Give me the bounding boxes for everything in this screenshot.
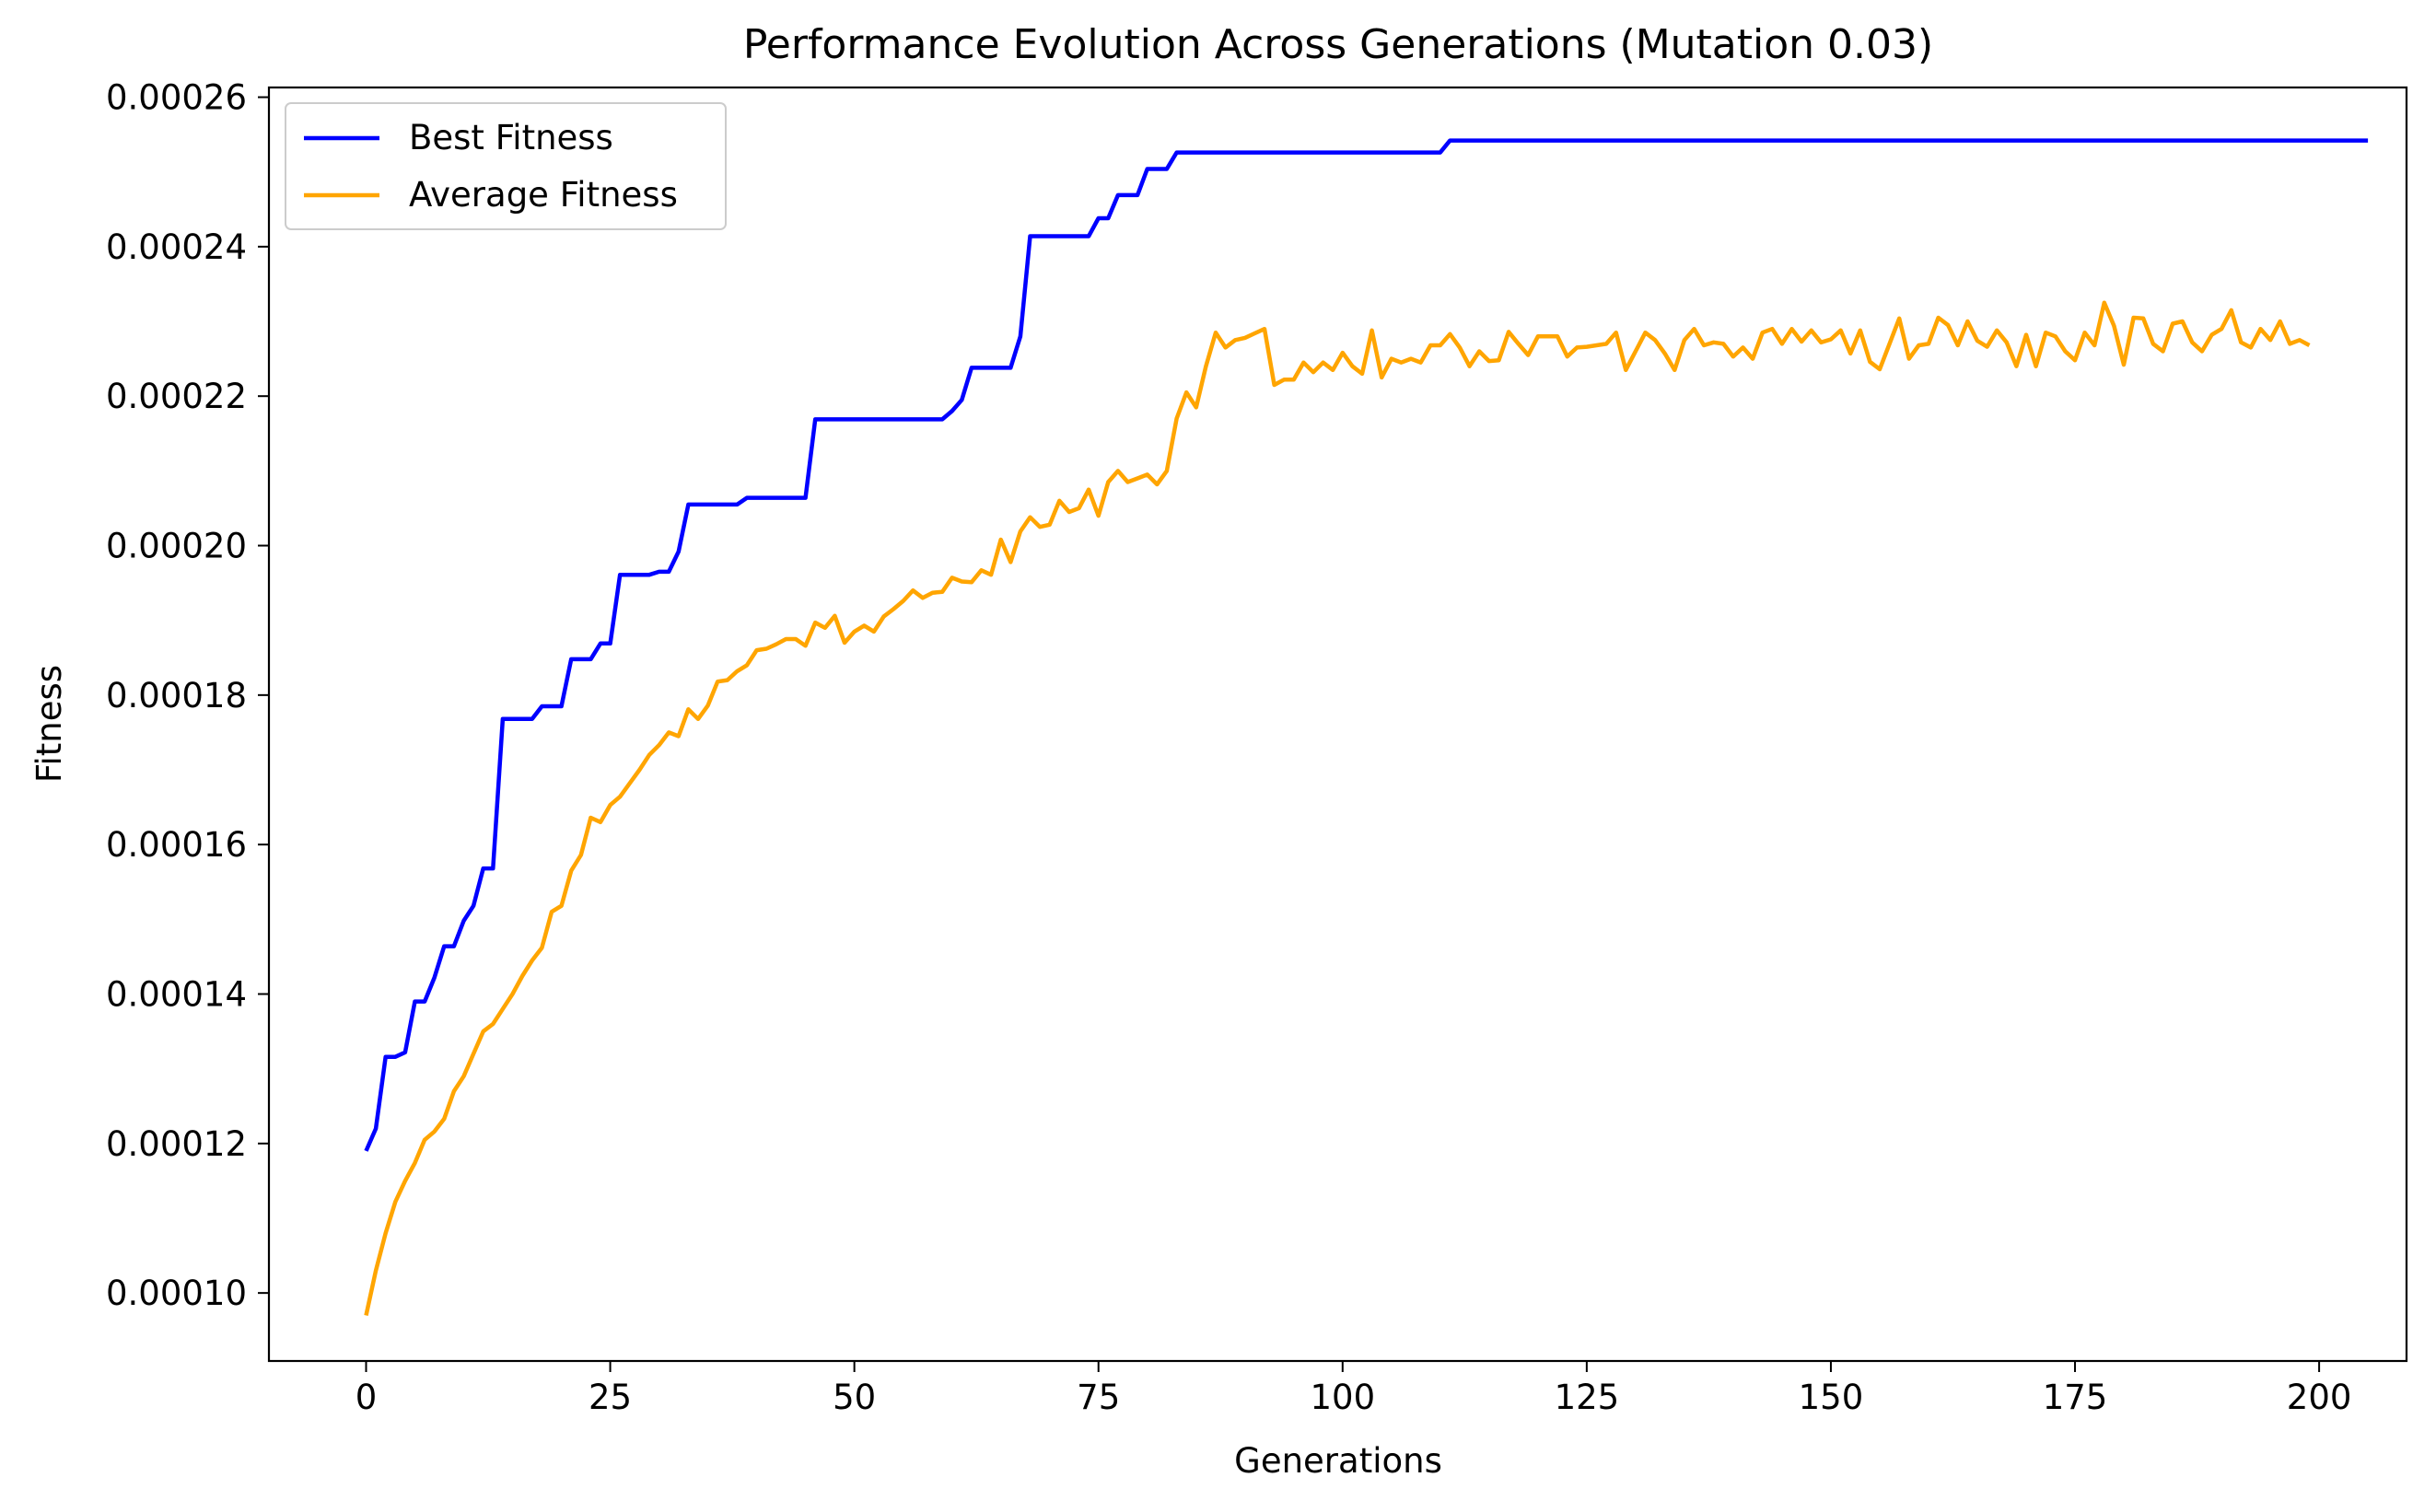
y-tick-label: 0.00014	[106, 974, 247, 1014]
y-tick-label: 0.00016	[106, 825, 247, 865]
x-axis: 0 25 50 75 100 125 150 175 200	[355, 1361, 2352, 1417]
x-tick-label: 75	[1077, 1378, 1120, 1417]
x-tick-label: 150	[1799, 1378, 1864, 1417]
y-tick-label: 0.00026	[106, 78, 247, 118]
x-tick-label: 100	[1310, 1378, 1375, 1417]
y-axis-label: Fitness	[29, 665, 69, 783]
x-tick-label: 25	[589, 1378, 632, 1417]
x-tick-label: 175	[2043, 1378, 2108, 1417]
legend-label-best-fitness: Best Fitness	[409, 118, 613, 157]
legend-frame	[285, 102, 727, 230]
y-axis: 0.00010 0.00012 0.00014 0.00016 0.00018 0.000…	[106, 78, 269, 1313]
y-tick-label: 0.00024	[106, 227, 247, 267]
x-tick-label: 0	[355, 1378, 378, 1417]
x-tick-label: 200	[2287, 1378, 2352, 1417]
legend-label-average-fitness: Average Fitness	[409, 175, 678, 215]
x-tick-label: 50	[833, 1378, 876, 1417]
y-tick-label: 0.00022	[106, 377, 247, 416]
x-axis-label: Generations	[1234, 1441, 1442, 1481]
y-tick-label: 0.00010	[106, 1274, 247, 1313]
x-tick-label: 125	[1555, 1378, 1620, 1417]
y-tick-label: 0.00020	[106, 527, 247, 566]
chart-title: Performance Evolution Across Generations…	[743, 21, 1933, 68]
series-line-average-fitness	[364, 300, 2311, 1316]
y-tick-label: 0.00018	[106, 676, 247, 715]
legend: Best Fitness Average Fitness	[285, 102, 727, 230]
plot-area-frame	[267, 86, 2408, 1363]
y-tick-label: 0.00012	[106, 1124, 247, 1164]
series-line-best-fitness	[364, 138, 2369, 1152]
